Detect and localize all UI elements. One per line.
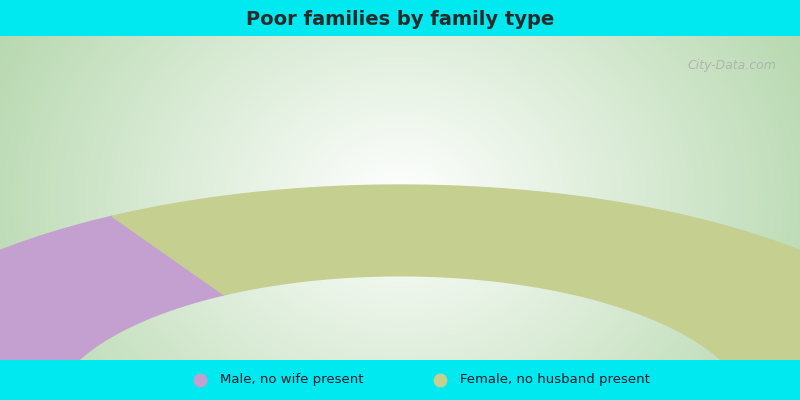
Polygon shape: [112, 185, 800, 400]
Text: Male, no wife present: Male, no wife present: [220, 374, 363, 386]
Polygon shape: [0, 216, 224, 400]
Text: City-Data.com: City-Data.com: [687, 59, 776, 72]
Text: Poor families by family type: Poor families by family type: [246, 10, 554, 29]
Text: Female, no husband present: Female, no husband present: [460, 374, 650, 386]
